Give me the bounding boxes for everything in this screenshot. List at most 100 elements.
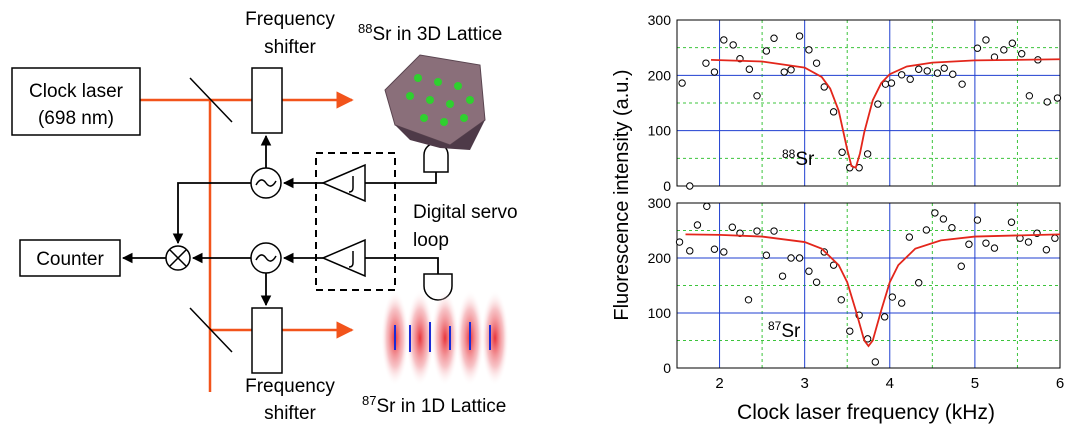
data-point	[881, 314, 887, 320]
y-tick-label: 0	[663, 178, 671, 194]
data-point	[875, 101, 881, 107]
data-point	[950, 71, 956, 77]
data-point	[1008, 219, 1014, 225]
data-point	[729, 224, 735, 230]
data-point	[864, 151, 870, 157]
servo-label: loop	[413, 230, 449, 251]
data-point	[721, 249, 727, 255]
y-tick-label: 300	[648, 195, 672, 211]
data-point	[898, 72, 904, 78]
data-point	[746, 66, 752, 72]
data-point	[1025, 239, 1031, 245]
data-point	[1009, 40, 1015, 46]
data-point	[704, 203, 710, 209]
data-point	[974, 217, 980, 223]
data-point	[839, 149, 845, 155]
data-point	[788, 67, 794, 73]
x-tick-label: 5	[971, 375, 979, 392]
shifter-label: shifter	[264, 37, 316, 58]
lattice-3d-label: 88Sr in 3D Lattice	[358, 21, 502, 46]
diagram: Clock laser (698 nm) Frequency shifter F…	[12, 9, 518, 424]
data-point	[1019, 51, 1025, 57]
y-tick-label: 100	[648, 123, 672, 139]
data-point	[694, 222, 700, 228]
annotation: 87Sr	[768, 319, 801, 342]
amplifiers	[323, 165, 365, 276]
lattice-3d	[385, 55, 485, 150]
y-axis-label: Fluorescence intensity (a.u.)	[611, 69, 633, 320]
annotation-text: Sr	[795, 149, 815, 170]
clock-laser-label: Clock laser	[29, 81, 124, 102]
y-tick-label: 0	[663, 360, 671, 376]
y-tick-label: 100	[648, 305, 672, 321]
figure: Clock laser (698 nm) Frequency shifter F…	[0, 0, 1065, 426]
data-point	[806, 47, 812, 53]
shifter-box	[252, 308, 282, 373]
data-point	[1054, 95, 1060, 101]
data-point	[983, 37, 989, 43]
data-point	[806, 268, 812, 274]
x-axis-label: Clock laser frequency (kHz)	[737, 401, 995, 424]
data-point	[958, 263, 964, 269]
data-point	[941, 65, 947, 71]
data-point	[754, 228, 760, 234]
data-point	[711, 246, 717, 252]
isotope: 88	[358, 21, 372, 36]
data-point	[1001, 47, 1007, 53]
x-tick-label: 2	[715, 375, 723, 392]
data-point	[966, 241, 972, 247]
data-point	[781, 69, 787, 75]
data-point	[721, 37, 727, 43]
data-point	[687, 183, 693, 189]
data-point	[703, 60, 709, 66]
data-point	[959, 81, 965, 87]
data-point	[934, 70, 940, 76]
data-point	[1043, 247, 1049, 253]
y-tick-label: 300	[648, 12, 672, 28]
data-point	[923, 227, 929, 233]
isotope: 87	[362, 393, 376, 408]
data-point	[872, 359, 878, 365]
data-point	[730, 42, 736, 48]
data-point	[916, 66, 922, 72]
data-point	[745, 297, 751, 303]
data-point	[813, 279, 819, 285]
data-point	[974, 45, 980, 51]
data-point	[916, 280, 922, 286]
isotope: 87	[768, 319, 782, 333]
data-point	[796, 255, 802, 261]
signal-lines	[123, 136, 438, 305]
shifter-label: Frequency	[245, 376, 335, 397]
data-point	[711, 69, 717, 75]
data-point	[1044, 99, 1050, 105]
data-point	[779, 273, 785, 279]
shifter-box	[252, 68, 282, 133]
shifter-label: shifter	[264, 403, 316, 424]
data-point	[679, 80, 685, 86]
data-point	[1026, 93, 1032, 99]
counter-label: Counter	[36, 249, 104, 270]
data-point	[907, 76, 913, 82]
data-point	[983, 240, 989, 246]
lattice-1d	[381, 290, 509, 386]
lattice-text: Sr in 3D Lattice	[372, 24, 502, 45]
data-point	[924, 68, 930, 74]
data-point	[788, 255, 794, 261]
y-tick-label: 200	[648, 67, 672, 83]
data-point	[1052, 235, 1058, 241]
data-point	[889, 294, 895, 300]
data-point	[813, 60, 819, 66]
x-tick-label: 3	[800, 375, 808, 392]
data-point	[847, 328, 853, 334]
fit-line	[686, 234, 1060, 346]
data-point	[687, 248, 693, 254]
data-point	[796, 33, 802, 39]
data-point	[949, 225, 955, 231]
data-point	[763, 48, 769, 54]
shifter-label: Frequency	[245, 9, 335, 30]
data-point	[932, 210, 938, 216]
clock-laser-label: (698 nm)	[38, 108, 114, 129]
data-point	[763, 252, 769, 258]
data-point	[830, 109, 836, 115]
